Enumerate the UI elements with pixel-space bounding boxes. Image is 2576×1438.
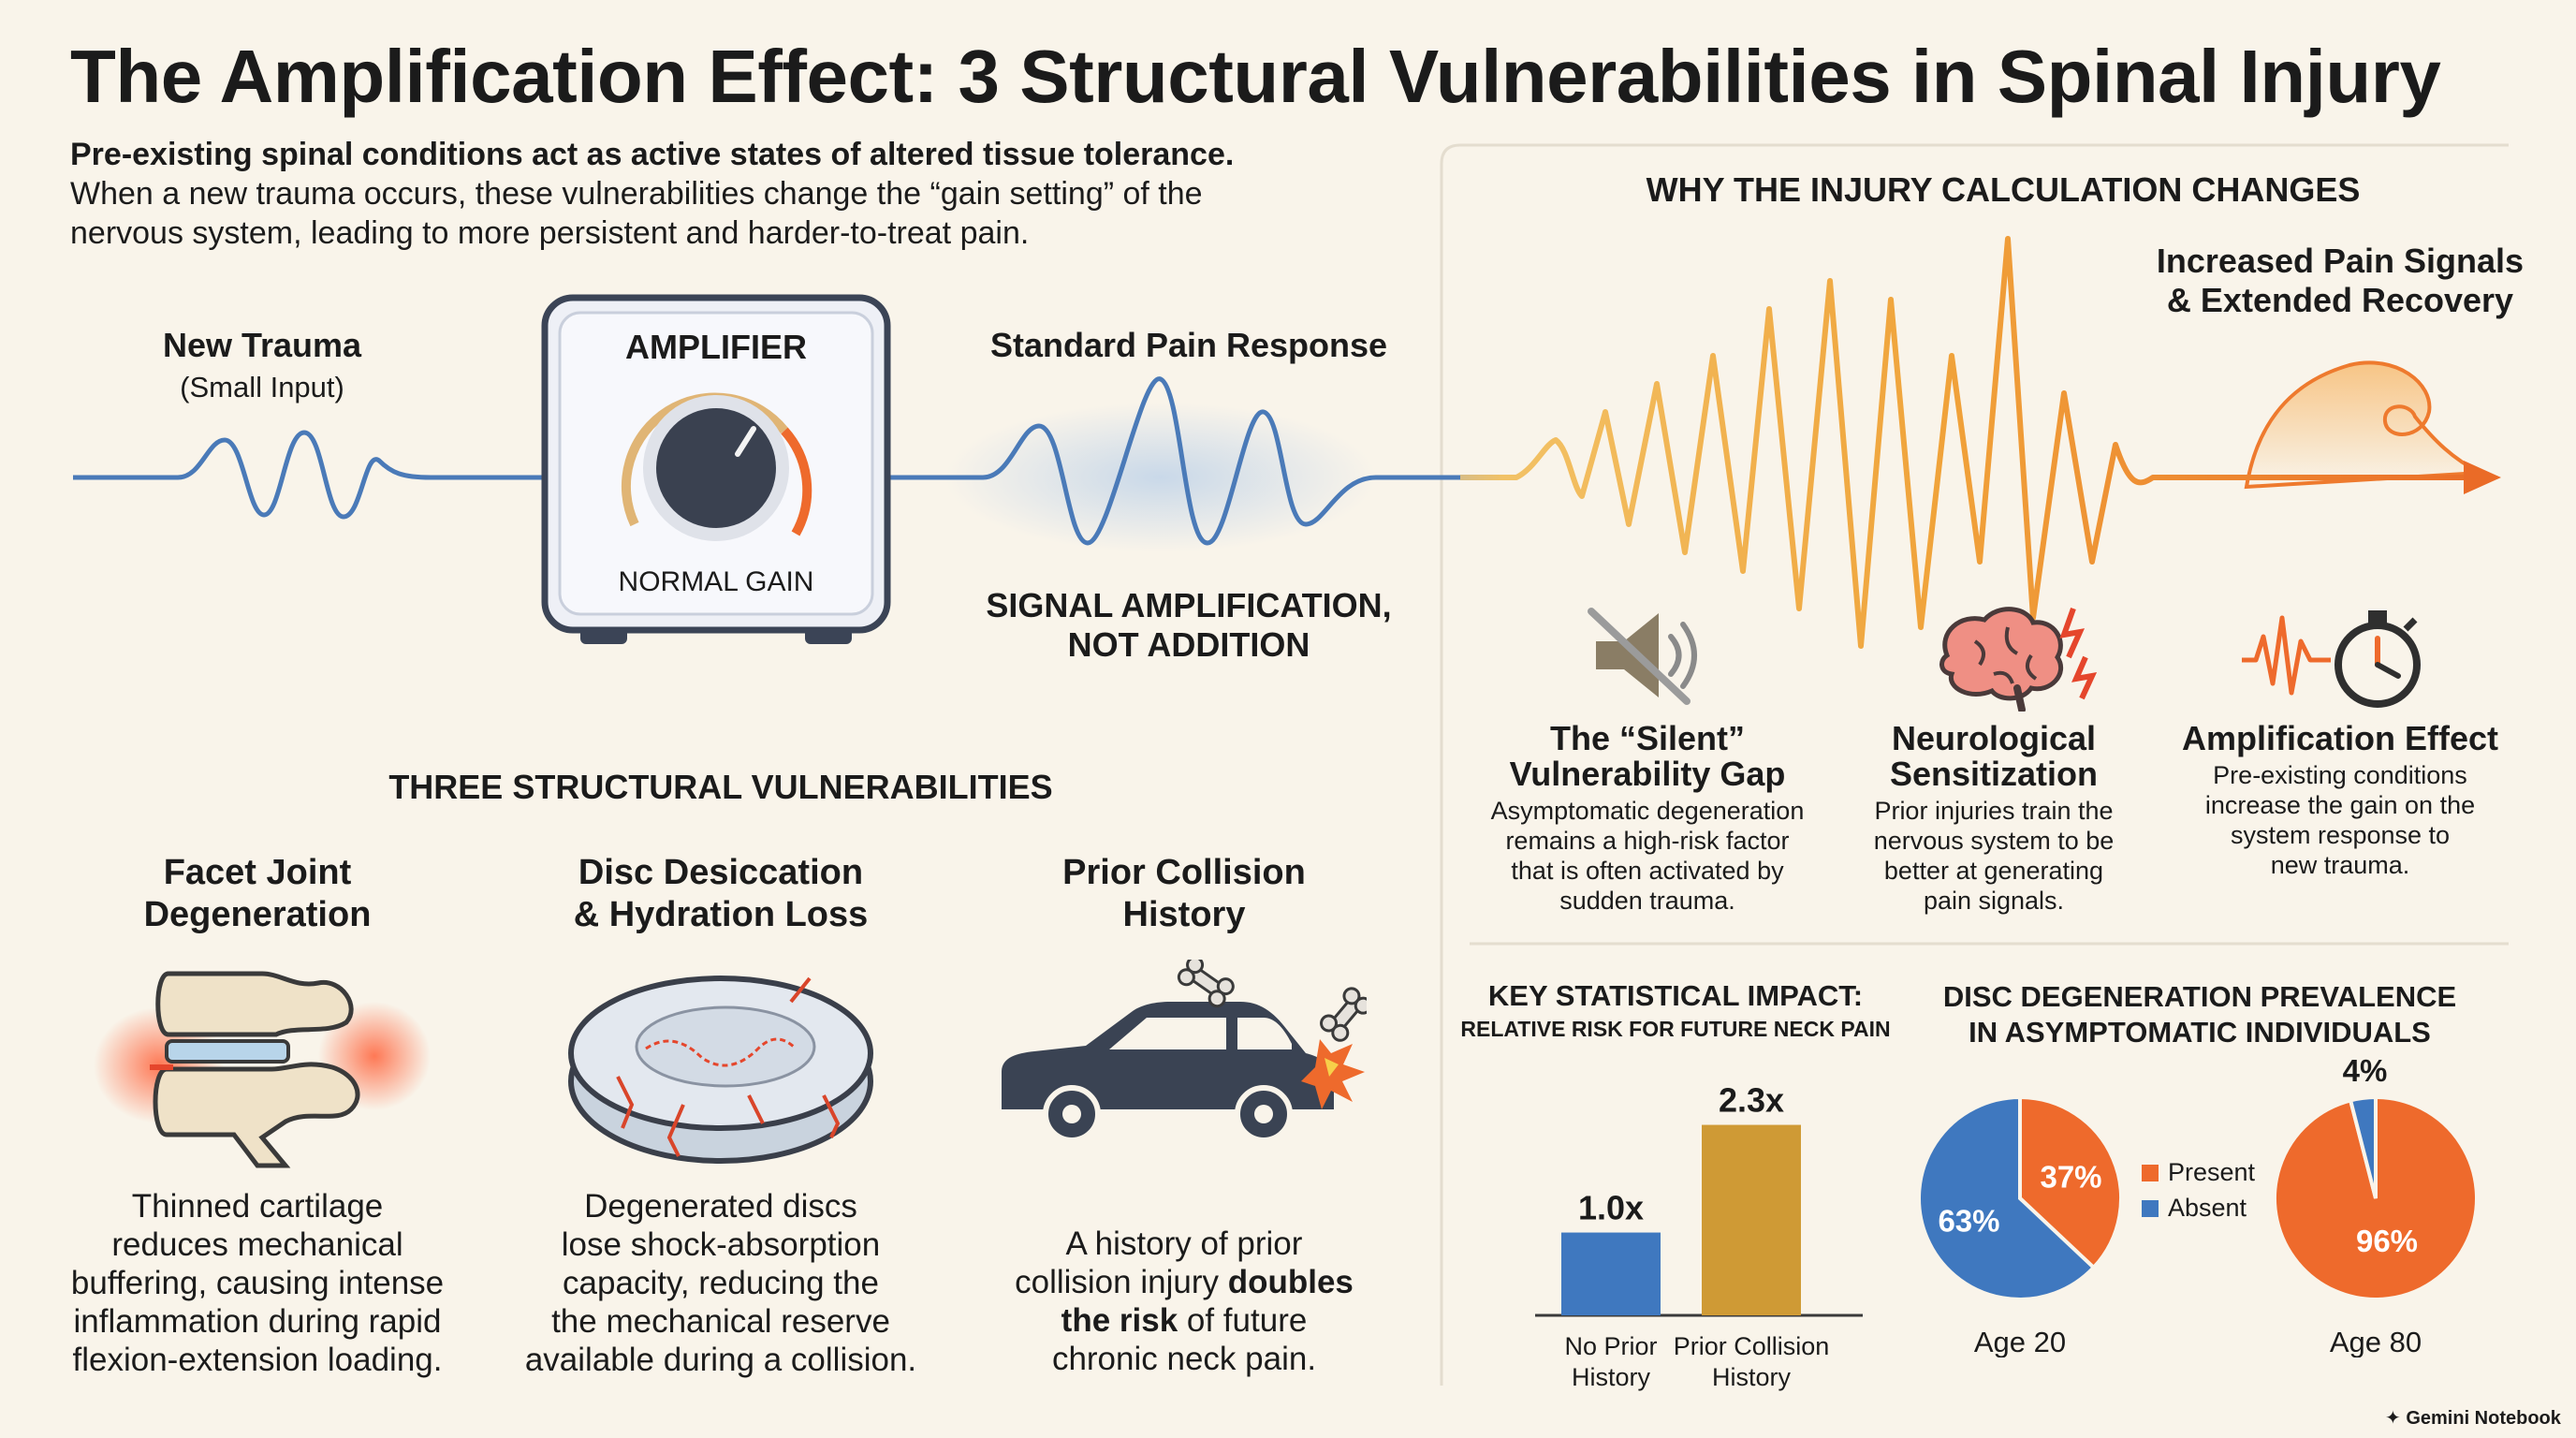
bar-value-label-1: 2.3x bbox=[1719, 1081, 1784, 1120]
pie-absent-label-0: 63% bbox=[1938, 1204, 1999, 1239]
footer-brand: ✦ Gemini Notebook bbox=[2385, 1408, 2561, 1429]
bar-value-label-0: 1.0x bbox=[1578, 1189, 1644, 1227]
bar-1 bbox=[1702, 1124, 1801, 1315]
bar-chart-title: KEY STATISTICAL IMPACT: RELATIVE RISK FO… bbox=[1460, 979, 1891, 1041]
legend-label-1: Absent bbox=[2168, 1194, 2247, 1222]
why-item-sensitization: Neurological Sensitization Prior injurie… bbox=[1873, 719, 2115, 916]
pie-present-label-1: 96% bbox=[2356, 1224, 2418, 1258]
bar-0 bbox=[1561, 1232, 1661, 1315]
amplifier-label: AMPLIFIER bbox=[625, 328, 807, 366]
cracked-disc-icon bbox=[568, 976, 873, 1164]
small-input-wave bbox=[73, 430, 548, 520]
vulnerability-desc-disc: Degenerated discs lose shock-absorption … bbox=[524, 1188, 917, 1378]
amplifier-box bbox=[541, 294, 891, 644]
standard-response-wave bbox=[889, 376, 1460, 546]
pie-present-label-0: 37% bbox=[2040, 1159, 2101, 1194]
vulnerability-title-collision: Prior Collision History bbox=[1062, 853, 1306, 934]
normal-gain-label: NORMAL GAIN bbox=[618, 566, 814, 597]
bar-chart: 1.0x No Prior History 2.3x Prior Collision Hi… bbox=[1535, 1081, 1863, 1391]
intro-line-2: When a new trauma occurs, these vulnerab… bbox=[70, 176, 1203, 212]
vulnerability-desc-facet: Thinned cartilage reduces mechanical buf… bbox=[70, 1188, 445, 1378]
sparkle-icon: ✦ bbox=[2385, 1408, 2401, 1429]
vulnerability-title-disc: Disc Desiccation & Hydration Loss bbox=[573, 853, 869, 934]
spine-vertebrae-icon bbox=[94, 971, 431, 1168]
pie-slice-present-0 bbox=[2018, 1094, 2123, 1270]
legend-label-0: Present bbox=[2168, 1158, 2256, 1186]
why-item-amplification: Amplification Effect Pre-existing condit… bbox=[2181, 719, 2499, 880]
intro-text: Pre-existing spinal conditions act as ac… bbox=[70, 135, 1399, 253]
bar-category-label-0: No Prior bbox=[1564, 1332, 1657, 1360]
pie-absent-label-1: 4% bbox=[2343, 1053, 2388, 1088]
pie-charts: 37% 63% Age 20 96% 4% Age 80 Present Absent bbox=[1917, 1053, 2479, 1357]
why-item-silent-gap: The “Silent” Vulnerability Gap Asymptoma… bbox=[1490, 719, 1805, 916]
vulnerability-title-facet: Facet Joint Degeneration bbox=[143, 853, 372, 934]
wave-crest-shape bbox=[2244, 360, 2488, 490]
signal-amplification-label: SIGNAL AMPLIFICATION, NOT ADDITION bbox=[986, 586, 1392, 664]
muted-speaker-icon bbox=[1588, 608, 1697, 705]
arrow-head-icon bbox=[2464, 461, 2501, 494]
why-heading: WHY THE INJURY CALCULATION CHANGES bbox=[1646, 170, 2361, 209]
pie-age-label-0: Age 20 bbox=[1974, 1326, 2066, 1357]
amplified-wave bbox=[1460, 236, 2471, 649]
pie-slice-absent-1 bbox=[2348, 1094, 2378, 1199]
new-trauma-label: New Trauma (Small Input) bbox=[162, 326, 362, 404]
stopwatch-icon bbox=[2242, 610, 2421, 708]
pie-chart-title: DISC DEGENERATION PREVALENCE IN ASYMPTOM… bbox=[1942, 980, 2457, 1049]
bar-category-label-1: History bbox=[1712, 1363, 1792, 1391]
increased-signals-label: Increased Pain Signals & Extended Recove… bbox=[2156, 242, 2525, 319]
page-title: The Amplification Effect: 3 Structural V… bbox=[70, 35, 2441, 118]
pie-age-label-1: Age 80 bbox=[2330, 1326, 2422, 1357]
intro-bold: Pre-existing spinal conditions act as ac… bbox=[70, 137, 1235, 172]
gain-knob-icon bbox=[656, 408, 776, 528]
legend-swatch-0 bbox=[2142, 1165, 2159, 1181]
standard-response-label: Standard Pain Response bbox=[989, 326, 1388, 364]
vulnerability-desc-collision: A history of prior collision injury doub… bbox=[1015, 1225, 1354, 1377]
vulnerabilities-heading: THREE STRUCTURAL VULNERABILITIES bbox=[388, 768, 1053, 806]
intro-line-3: nervous system, leading to more persiste… bbox=[70, 215, 1030, 251]
legend-swatch-1 bbox=[2142, 1200, 2159, 1217]
pie-slice-absent-0 bbox=[1917, 1094, 2097, 1301]
bar-category-label-0: History bbox=[1572, 1363, 1651, 1391]
brain-icon bbox=[1939, 607, 2098, 712]
car-collision-icon bbox=[1002, 960, 1367, 1143]
bar-category-label-1: Prior Collision bbox=[1674, 1332, 1830, 1360]
